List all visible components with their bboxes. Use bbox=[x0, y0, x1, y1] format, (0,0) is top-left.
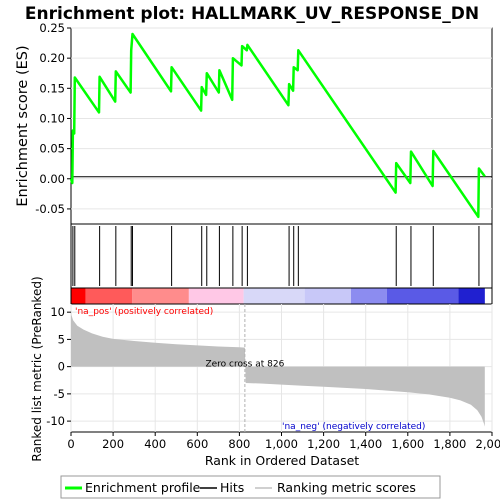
metric-y-tick-label: 5 bbox=[58, 332, 65, 346]
heatmap-segment bbox=[71, 288, 86, 304]
metric-x-tick-label: 800 bbox=[228, 437, 250, 451]
metric-y-tick-label: 10 bbox=[50, 305, 65, 319]
es-y-tick-label: 0.25 bbox=[39, 21, 65, 35]
metric-y-tick-label: -10 bbox=[46, 414, 65, 428]
ranked-heatmap-bar bbox=[71, 288, 485, 304]
legend-hits-label: Hits bbox=[220, 480, 244, 495]
metric-x-tick-label: 0 bbox=[67, 437, 74, 451]
legend: Enrichment profile Hits Ranking metric s… bbox=[60, 475, 441, 499]
metric-y-ticks: -10 -5 0 5 10 bbox=[46, 305, 71, 428]
legend-box bbox=[60, 475, 441, 499]
metric-y-tick-label: -5 bbox=[54, 387, 65, 401]
ranking-metric-area bbox=[71, 309, 485, 427]
heatmap-segment bbox=[85, 288, 133, 304]
es-gridlines bbox=[71, 27, 492, 210]
heatmap-panel bbox=[70, 287, 493, 305]
chart-title: Enrichment plot: HALLMARK_UV_RESPONSE_DN bbox=[25, 4, 479, 24]
heatmap-segment bbox=[458, 288, 485, 304]
metric-x-axis-label: Rank in Ordered Dataset bbox=[205, 453, 359, 468]
metric-x-tick-label: 1,000 bbox=[265, 437, 298, 451]
metric-x-tick-label: 600 bbox=[186, 437, 208, 451]
metric-x-tick-label: 400 bbox=[144, 437, 166, 451]
es-y-tick-label: 0.20 bbox=[39, 51, 65, 65]
metric-y-tick-label: 0 bbox=[58, 360, 65, 374]
zero-cross-label: Zero cross at 826 bbox=[205, 360, 284, 370]
pos-correlated-label: 'na_pos' (positively correlated) bbox=[75, 307, 213, 317]
metric-x-tick-label: 2,000 bbox=[476, 437, 500, 451]
heatmap-segment bbox=[243, 288, 305, 304]
metric-x-ticks: 0 200 400 600 800 1,000 1,200 1,400 1,600 1,800 2,… bbox=[67, 432, 500, 451]
metric-y-axis-label: Ranked list metric (PreRanked) bbox=[30, 276, 44, 461]
metric-x-tick-label: 1,200 bbox=[307, 437, 340, 451]
heatmap-segment bbox=[386, 288, 459, 304]
legend-ranking-metric-label: Ranking metric scores bbox=[277, 480, 416, 495]
heatmap-segment bbox=[350, 288, 387, 304]
heatmap-segment bbox=[304, 288, 351, 304]
neg-correlated-label: 'na_neg' (negatively correlated) bbox=[282, 422, 425, 432]
enrichment-profile-line bbox=[69, 32, 486, 219]
es-y-ticks: -0.05 0.00 0.05 0.10 0.15 0.20 0.25 bbox=[35, 21, 71, 216]
metric-x-tick-label: 1,600 bbox=[391, 437, 424, 451]
legend-enrichment-profile-label: Enrichment profile bbox=[85, 480, 201, 495]
es-y-tick-label: 0.05 bbox=[39, 142, 65, 156]
hits-plot-area bbox=[70, 223, 493, 289]
metric-x-tick-label: 200 bbox=[102, 437, 124, 451]
metric-x-tick-label: 1,800 bbox=[433, 437, 466, 451]
es-y-tick-label: 0.10 bbox=[39, 111, 65, 125]
metric-x-tick-label: 1,400 bbox=[349, 437, 382, 451]
heatmap-segment bbox=[132, 288, 189, 304]
es-y-tick-label: 0.00 bbox=[39, 172, 65, 186]
es-y-tick-label: 0.15 bbox=[39, 81, 65, 95]
heatmap-segment bbox=[188, 288, 244, 304]
hit-markers bbox=[72, 226, 480, 286]
es-plot-area bbox=[70, 27, 493, 225]
metric-panel: Zero cross at 826 'na_pos' (positively c… bbox=[30, 276, 500, 468]
es-panel: -0.05 0.00 0.05 0.10 0.15 0.20 0.25 Enrichment… bbox=[15, 21, 493, 225]
hits-panel bbox=[70, 223, 493, 289]
es-y-axis-label: Enrichment score (ES) bbox=[15, 45, 31, 206]
es-y-tick-label: -0.05 bbox=[35, 202, 65, 216]
